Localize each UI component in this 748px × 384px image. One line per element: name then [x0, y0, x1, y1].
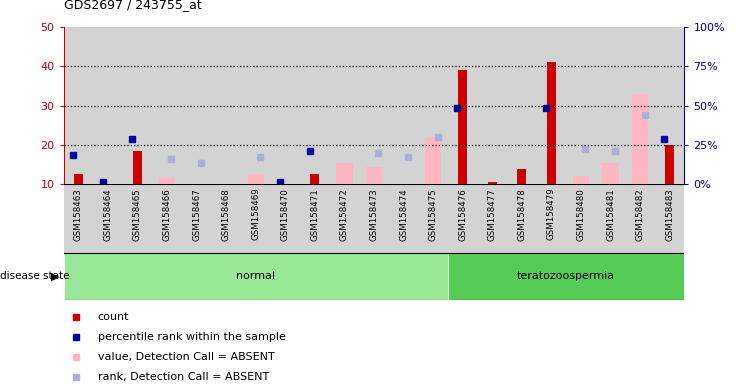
- Text: GSM158464: GSM158464: [103, 188, 112, 240]
- Bar: [448, 253, 684, 300]
- Bar: [94, 27, 123, 184]
- Bar: [536, 184, 566, 253]
- Text: percentile rank within the sample: percentile rank within the sample: [98, 332, 286, 342]
- Text: GSM158482: GSM158482: [636, 188, 645, 240]
- Bar: [182, 27, 212, 184]
- Text: teratozoospermia: teratozoospermia: [517, 271, 615, 281]
- Bar: [477, 184, 507, 253]
- Bar: [418, 184, 448, 253]
- Text: GSM158475: GSM158475: [429, 188, 438, 240]
- Bar: [625, 184, 654, 253]
- Text: GSM158469: GSM158469: [251, 188, 260, 240]
- Bar: [654, 184, 684, 253]
- Text: value, Detection Call = ABSENT: value, Detection Call = ABSENT: [98, 352, 275, 362]
- Bar: [310, 174, 319, 184]
- Bar: [241, 184, 271, 253]
- Bar: [123, 27, 153, 184]
- Bar: [300, 184, 330, 253]
- Text: count: count: [98, 312, 129, 322]
- Bar: [64, 184, 94, 253]
- Bar: [448, 27, 477, 184]
- Bar: [159, 179, 175, 184]
- Text: GSM158479: GSM158479: [547, 188, 556, 240]
- Bar: [248, 174, 264, 184]
- Bar: [595, 27, 625, 184]
- Bar: [330, 184, 359, 253]
- Text: ▶: ▶: [52, 271, 60, 281]
- Text: rank, Detection Call = ABSENT: rank, Detection Call = ABSENT: [98, 372, 269, 382]
- Bar: [518, 169, 527, 184]
- Bar: [212, 184, 241, 253]
- Text: GSM158478: GSM158478: [518, 188, 527, 240]
- Text: GSM158467: GSM158467: [192, 188, 201, 240]
- Bar: [536, 27, 566, 184]
- Bar: [665, 145, 674, 184]
- Bar: [366, 167, 382, 184]
- Bar: [74, 174, 83, 184]
- Text: GSM158465: GSM158465: [133, 188, 142, 240]
- Bar: [625, 27, 654, 184]
- Bar: [94, 184, 123, 253]
- Bar: [133, 151, 142, 184]
- Text: GSM158471: GSM158471: [310, 188, 319, 240]
- Bar: [271, 184, 300, 253]
- Text: GSM158473: GSM158473: [370, 188, 378, 240]
- Bar: [212, 27, 241, 184]
- Bar: [507, 184, 536, 253]
- Bar: [123, 184, 153, 253]
- Text: disease state: disease state: [0, 271, 70, 281]
- Bar: [632, 94, 649, 184]
- Bar: [300, 27, 330, 184]
- Text: normal: normal: [236, 271, 275, 281]
- Text: GSM158472: GSM158472: [340, 188, 349, 240]
- Bar: [566, 27, 595, 184]
- Bar: [337, 163, 352, 184]
- Bar: [573, 177, 589, 184]
- Text: GSM158477: GSM158477: [488, 188, 497, 240]
- Bar: [566, 184, 595, 253]
- Text: GSM158470: GSM158470: [280, 188, 289, 240]
- Bar: [654, 27, 684, 184]
- Text: GSM158463: GSM158463: [74, 188, 83, 240]
- Bar: [477, 27, 507, 184]
- Text: GSM158466: GSM158466: [162, 188, 171, 240]
- Text: GSM158468: GSM158468: [221, 188, 230, 240]
- Bar: [507, 27, 536, 184]
- Bar: [153, 184, 182, 253]
- Bar: [389, 184, 418, 253]
- Bar: [359, 27, 389, 184]
- Bar: [595, 184, 625, 253]
- Text: GSM158483: GSM158483: [665, 188, 674, 240]
- Text: GSM158474: GSM158474: [399, 188, 408, 240]
- Bar: [271, 27, 300, 184]
- Bar: [330, 27, 359, 184]
- Bar: [425, 137, 441, 184]
- Bar: [418, 27, 448, 184]
- Bar: [241, 27, 271, 184]
- Text: GDS2697 / 243755_at: GDS2697 / 243755_at: [64, 0, 201, 12]
- Bar: [64, 253, 448, 300]
- Bar: [488, 182, 497, 184]
- Bar: [153, 27, 182, 184]
- Bar: [359, 184, 389, 253]
- Bar: [448, 184, 477, 253]
- Bar: [602, 163, 619, 184]
- Text: GSM158481: GSM158481: [606, 188, 615, 240]
- Bar: [547, 62, 556, 184]
- Bar: [389, 27, 418, 184]
- Text: GSM158476: GSM158476: [459, 188, 468, 240]
- Text: GSM158480: GSM158480: [577, 188, 586, 240]
- Bar: [64, 27, 94, 184]
- Bar: [182, 184, 212, 253]
- Bar: [459, 70, 467, 184]
